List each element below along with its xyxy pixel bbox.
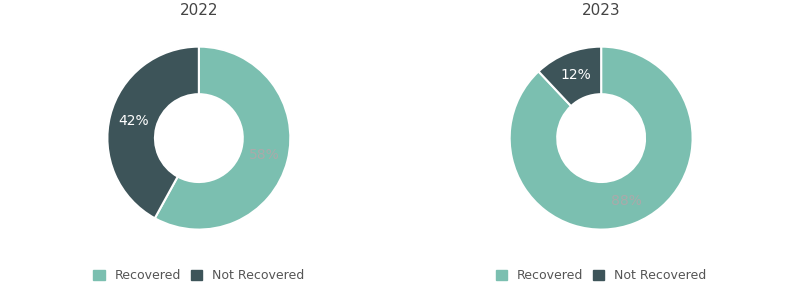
Text: 12%: 12% [561,68,591,82]
Legend: Recovered, Not Recovered: Recovered, Not Recovered [88,264,310,287]
Wedge shape [154,47,290,230]
Title: 2022: 2022 [180,4,218,18]
Title: 2023: 2023 [582,4,621,18]
Wedge shape [107,47,199,218]
Legend: Recovered, Not Recovered: Recovered, Not Recovered [490,264,712,287]
Text: 88%: 88% [610,194,642,208]
Wedge shape [538,47,601,106]
Text: 42%: 42% [118,114,149,128]
Wedge shape [510,47,693,230]
Text: 58%: 58% [249,148,280,162]
